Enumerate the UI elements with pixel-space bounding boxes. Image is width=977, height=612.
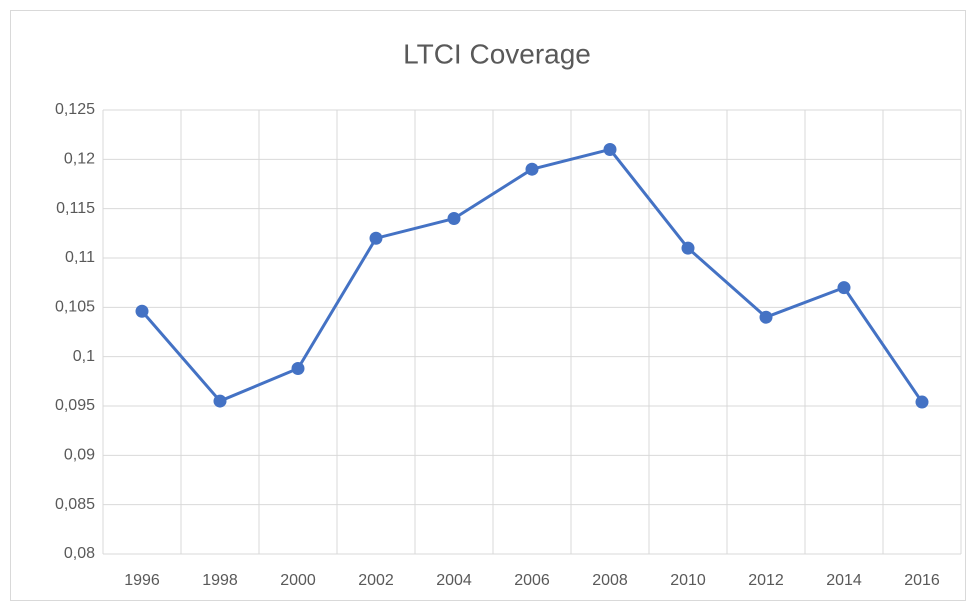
- y-tick-label: 0,08: [64, 545, 95, 562]
- data-point: [447, 212, 461, 226]
- x-tick-label: 2014: [826, 572, 862, 589]
- data-point: [759, 310, 773, 324]
- x-tick-label: 2006: [514, 572, 550, 589]
- y-tick-label: 0,12: [64, 151, 95, 168]
- data-point: [681, 241, 695, 255]
- chart-title: LTCI Coverage: [403, 38, 591, 69]
- data-point: [213, 394, 227, 408]
- x-tick-label: 2010: [670, 572, 706, 589]
- x-tick-label: 2004: [436, 572, 472, 589]
- x-tick-label: 2016: [904, 572, 940, 589]
- x-tick-label: 1996: [124, 572, 160, 589]
- y-tick-label: 0,105: [55, 299, 95, 316]
- chart-border: [10, 10, 966, 601]
- y-tick-label: 0,085: [55, 496, 95, 513]
- y-tick-label: 0,095: [55, 397, 95, 414]
- data-point: [915, 395, 929, 409]
- data-point: [369, 231, 383, 245]
- y-tick-label: 0,115: [56, 200, 95, 217]
- y-tick-label: 0,09: [64, 447, 95, 464]
- x-tick-label: 2008: [592, 572, 628, 589]
- y-tick-label: 0,11: [65, 249, 95, 266]
- data-point: [837, 281, 851, 295]
- x-tick-label: 2012: [748, 572, 784, 589]
- data-point: [603, 142, 617, 156]
- x-tick-label: 2000: [280, 572, 316, 589]
- x-tick-label: 2002: [358, 572, 394, 589]
- data-point: [135, 304, 149, 318]
- y-tick-label: 0,125: [55, 101, 95, 118]
- y-tick-label: 0,1: [73, 348, 95, 365]
- data-point: [291, 362, 305, 376]
- x-tick-label: 1998: [202, 572, 238, 589]
- data-point: [525, 162, 539, 176]
